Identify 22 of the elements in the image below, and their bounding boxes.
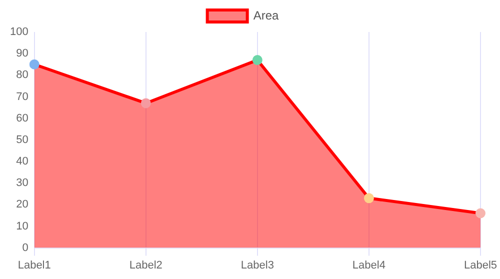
y-tick-label: 90 — [16, 48, 28, 60]
y-tick-label: 10 — [16, 220, 28, 232]
y-tick-label: 50 — [16, 134, 28, 146]
legend-label: Area — [253, 8, 279, 22]
x-tick-label: Label3 — [240, 259, 274, 272]
y-tick-label: 80 — [16, 69, 28, 82]
point — [29, 59, 40, 70]
y-tick-label: 20 — [16, 198, 28, 211]
point — [140, 98, 151, 108]
point — [252, 55, 262, 66]
x-tick-label: Label2 — [129, 259, 162, 272]
y-tick-label: 40 — [16, 156, 28, 168]
x-tick-label: Label4 — [352, 259, 386, 272]
x-tick-label: Label1 — [18, 259, 51, 272]
y-tick-label: 30 — [16, 177, 28, 190]
y-tick-label: 100 — [10, 26, 28, 38]
y-tick-label: 0 — [22, 242, 28, 254]
point — [364, 193, 374, 204]
point — [475, 208, 486, 218]
x-tick-label: Label5 — [464, 259, 498, 272]
y-tick-label: 70 — [16, 90, 28, 103]
y-tick-label: 60 — [16, 112, 28, 124]
